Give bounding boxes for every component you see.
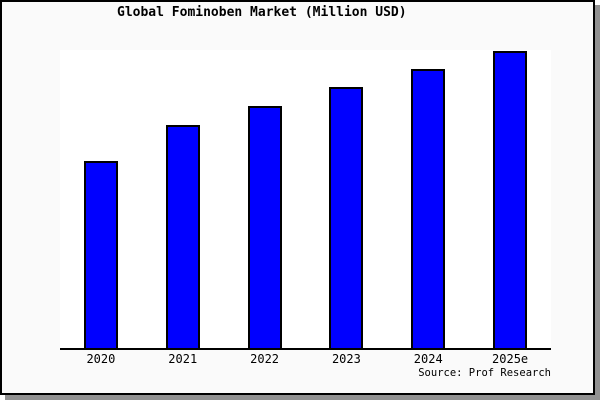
- bar-2022: [247, 106, 282, 348]
- x-tick-label-2021: 2021: [168, 352, 198, 366]
- x-tick-label-2022: 2022: [250, 352, 280, 366]
- plot-area: [60, 50, 551, 350]
- x-tick-label-2024: 2024: [413, 352, 443, 366]
- bar-2020: [83, 161, 118, 348]
- bar-2021: [165, 125, 200, 348]
- bar-2023: [329, 87, 364, 348]
- bar-2025e: [493, 51, 528, 348]
- x-tick-label-2025e: 2025e: [492, 352, 529, 366]
- x-tick-label-2023: 2023: [331, 352, 361, 366]
- source-caption: Source: Prof Research: [418, 367, 551, 379]
- x-tick-label-2020: 2020: [86, 352, 116, 366]
- chart-title: Global Fominoben Market (Million USD): [117, 5, 407, 20]
- bar-2024: [411, 69, 446, 348]
